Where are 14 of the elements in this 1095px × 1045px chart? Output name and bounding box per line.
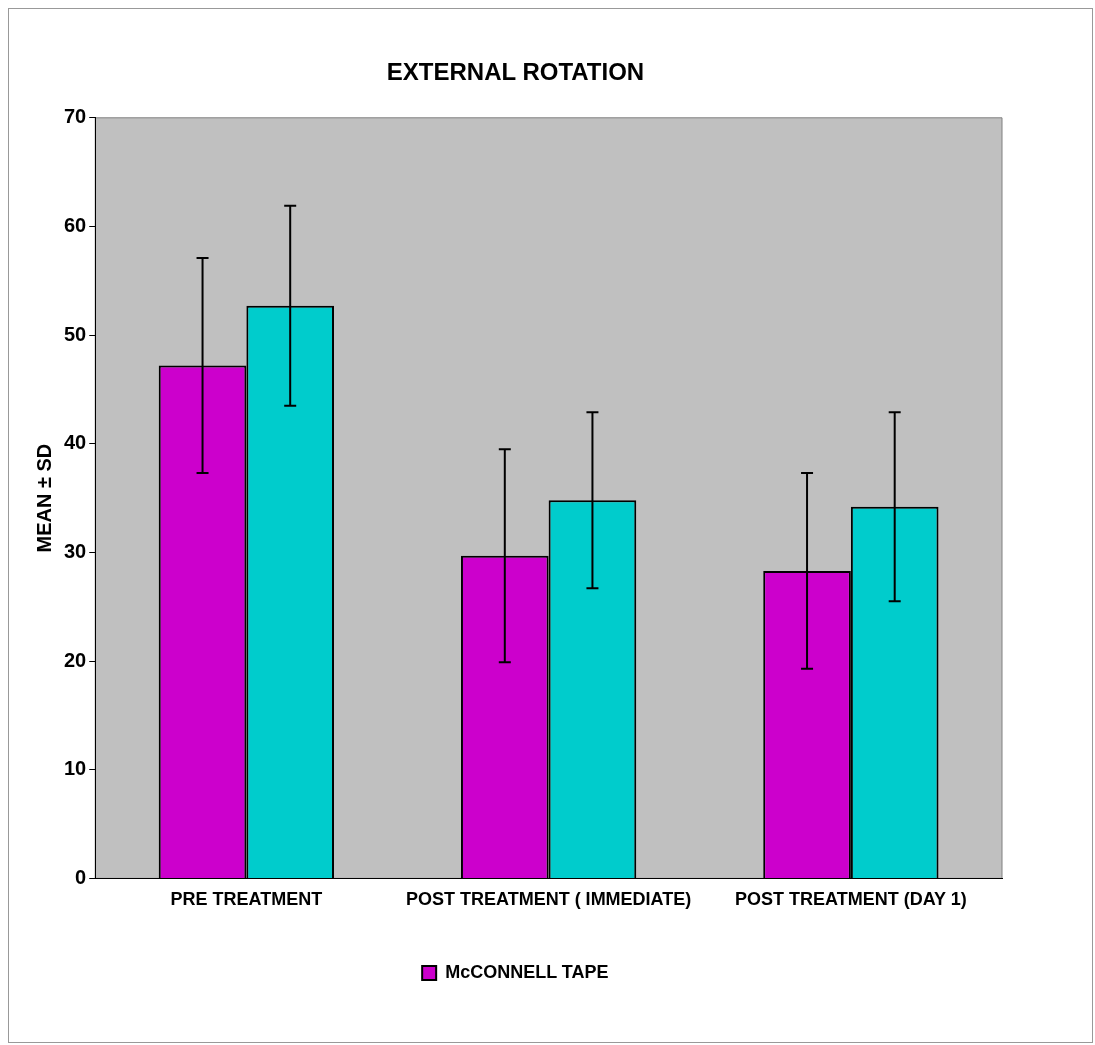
y-axis-title: MEAN ± SD <box>32 443 55 553</box>
x-tick-label: PRE TREATMENT <box>170 889 323 910</box>
y-tick-label: 30 <box>64 539 87 562</box>
y-tick-label: 10 <box>64 757 87 780</box>
x-tick-label: POST TREATMENT (DAY 1) <box>735 889 967 910</box>
y-tick-label: 0 <box>75 865 87 888</box>
legend-label: McCONNELL TAPE <box>445 961 609 982</box>
y-tick-label: 70 <box>64 105 87 128</box>
x-tick-label: POST TREATMENT ( IMMEDIATE) <box>405 889 692 910</box>
y-tick-label: 50 <box>64 322 87 345</box>
y-tick-label: 20 <box>64 648 87 671</box>
y-tick-label: 60 <box>64 213 87 236</box>
y-tick-label: 40 <box>64 431 87 454</box>
chart-title: EXTERNAL ROTATION <box>386 58 645 86</box>
